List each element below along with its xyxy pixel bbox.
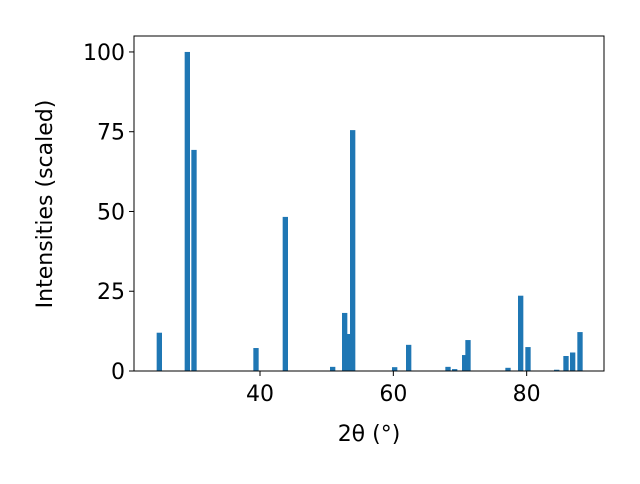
bar xyxy=(191,149,197,371)
bar xyxy=(392,367,398,371)
bar xyxy=(445,366,451,371)
bar xyxy=(350,130,356,371)
y-tick-label: 0 xyxy=(111,360,125,385)
x-tick-label: 40 xyxy=(246,382,274,407)
bar xyxy=(462,355,468,371)
bar xyxy=(253,348,259,371)
bar xyxy=(330,366,336,371)
bar xyxy=(554,369,560,371)
y-axis-label: Intensities (scaled) xyxy=(33,100,58,309)
bar xyxy=(342,312,348,371)
bar xyxy=(345,333,351,371)
bar xyxy=(465,340,471,371)
x-axis-label: 2θ (°) xyxy=(338,422,401,447)
x-tick-label: 60 xyxy=(379,382,407,407)
y-tick-label: 25 xyxy=(97,280,125,305)
bar xyxy=(282,216,288,371)
bar xyxy=(563,356,569,371)
y-tick-label: 50 xyxy=(97,200,125,225)
bar xyxy=(406,344,412,371)
y-tick-label: 75 xyxy=(97,121,125,146)
bar xyxy=(518,295,524,371)
bar xyxy=(525,347,531,371)
bar xyxy=(184,51,190,371)
bar xyxy=(570,352,576,371)
y-tick-label: 100 xyxy=(83,41,125,66)
bar xyxy=(505,367,511,371)
plot-frame xyxy=(133,35,605,372)
bar xyxy=(577,332,583,371)
bar xyxy=(156,332,162,371)
bar xyxy=(452,369,458,371)
x-tick-label: 80 xyxy=(513,382,541,407)
